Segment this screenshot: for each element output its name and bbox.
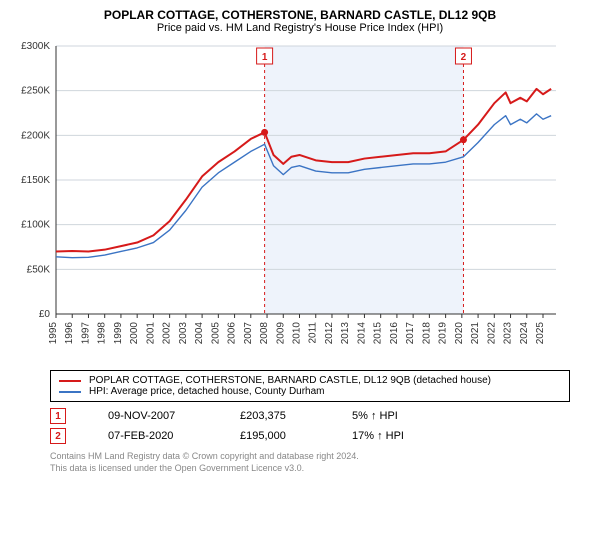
svg-text:1998: 1998: [97, 322, 108, 345]
svg-text:2007: 2007: [243, 322, 254, 345]
svg-text:1: 1: [262, 52, 268, 63]
svg-text:2001: 2001: [145, 322, 156, 345]
legend-label: POPLAR COTTAGE, COTHERSTONE, BARNARD CAS…: [89, 375, 491, 386]
svg-text:2016: 2016: [389, 322, 400, 345]
svg-text:2014: 2014: [356, 322, 367, 345]
chart-legend: POPLAR COTTAGE, COTHERSTONE, BARNARD CAS…: [50, 370, 570, 402]
svg-text:2011: 2011: [308, 322, 319, 344]
svg-text:2012: 2012: [324, 322, 335, 345]
legend-label: HPI: Average price, detached house, Coun…: [89, 386, 325, 397]
svg-text:2005: 2005: [210, 322, 221, 345]
chart-title: POPLAR COTTAGE, COTHERSTONE, BARNARD CAS…: [8, 8, 592, 22]
footer-attribution: Contains HM Land Registry data © Crown c…: [50, 450, 570, 474]
svg-text:2025: 2025: [535, 322, 546, 345]
svg-text:2009: 2009: [275, 322, 286, 345]
marker-price: £203,375: [240, 410, 310, 422]
svg-text:£100K: £100K: [21, 220, 50, 231]
svg-text:2017: 2017: [405, 322, 416, 345]
svg-text:£150K: £150K: [21, 175, 50, 186]
svg-text:2013: 2013: [340, 322, 351, 345]
svg-text:2021: 2021: [470, 322, 481, 345]
chart-area: £0 £50K £100K £150K £200K £250K £300K 1995 1996 1…: [8, 34, 592, 364]
svg-text:2015: 2015: [373, 322, 384, 345]
svg-text:£250K: £250K: [21, 86, 50, 97]
line-chart: £0 £50K £100K £150K £200K £250K £300K 1995 1996 1…: [8, 34, 568, 364]
svg-text:2022: 2022: [486, 322, 497, 345]
svg-text:2003: 2003: [178, 322, 189, 345]
legend-swatch: [59, 391, 81, 393]
footer-line-2: This data is licensed under the Open Gov…: [50, 462, 570, 474]
marker-delta: 5% ↑ HPI: [352, 410, 398, 422]
svg-text:£0: £0: [39, 309, 51, 320]
marker-delta: 17% ↑ HPI: [352, 430, 404, 442]
svg-text:1999: 1999: [113, 322, 124, 345]
svg-text:2: 2: [461, 52, 467, 63]
footer-line-1: Contains HM Land Registry data © Crown c…: [50, 450, 570, 462]
svg-text:1996: 1996: [64, 322, 75, 345]
svg-text:£300K: £300K: [21, 41, 50, 52]
legend-row: POPLAR COTTAGE, COTHERSTONE, BARNARD CAS…: [59, 375, 561, 386]
svg-text:2000: 2000: [129, 322, 140, 345]
svg-text:£200K: £200K: [21, 130, 50, 141]
svg-text:2023: 2023: [503, 322, 514, 345]
legend-swatch: [59, 380, 81, 382]
svg-text:2004: 2004: [194, 322, 205, 345]
svg-text:2010: 2010: [292, 322, 303, 345]
marker-row: 1 09-NOV-2007 £203,375 5% ↑ HPI: [50, 406, 570, 426]
marker-table: 1 09-NOV-2007 £203,375 5% ↑ HPI 2 07-FEB-2020…: [50, 406, 570, 446]
svg-text:2020: 2020: [454, 322, 465, 345]
marker-date: 09-NOV-2007: [108, 410, 198, 422]
marker-index-box: 1: [50, 408, 66, 424]
svg-text:2002: 2002: [162, 322, 173, 345]
svg-text:1995: 1995: [48, 322, 59, 345]
chart-subtitle: Price paid vs. HM Land Registry's House …: [8, 22, 592, 34]
marker-price: £195,000: [240, 430, 310, 442]
svg-text:£50K: £50K: [27, 264, 51, 275]
marker-date: 07-FEB-2020: [108, 430, 198, 442]
legend-row: HPI: Average price, detached house, Coun…: [59, 386, 561, 397]
svg-text:2024: 2024: [519, 322, 530, 345]
svg-text:2018: 2018: [421, 322, 432, 345]
marker-index-box: 2: [50, 428, 66, 444]
marker-row: 2 07-FEB-2020 £195,000 17% ↑ HPI: [50, 426, 570, 446]
svg-text:2008: 2008: [259, 322, 270, 345]
svg-text:2019: 2019: [438, 322, 449, 345]
svg-text:1997: 1997: [80, 322, 91, 345]
svg-text:2006: 2006: [227, 322, 238, 345]
